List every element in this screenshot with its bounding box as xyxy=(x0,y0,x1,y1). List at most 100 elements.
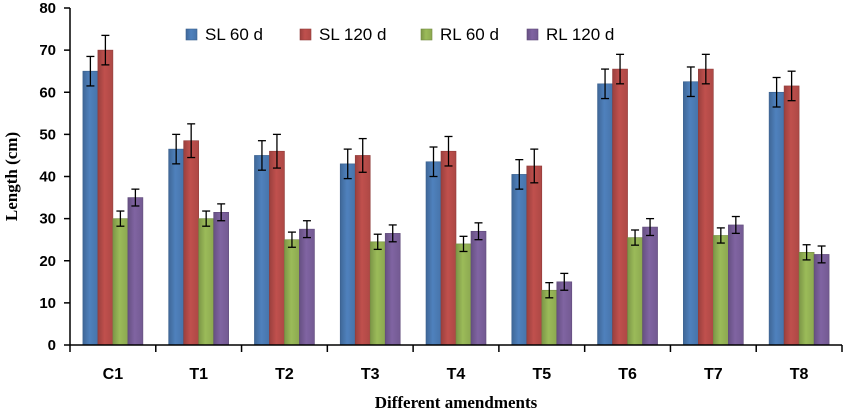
x-tick-label: T4 xyxy=(447,366,466,383)
bars-layer xyxy=(82,49,830,346)
bar-t7-rl-120-d xyxy=(728,224,744,346)
error-bar xyxy=(86,55,95,87)
y-tick-label: 50 xyxy=(39,126,56,143)
error-bar xyxy=(686,66,695,98)
bar-t4-rl-120-d xyxy=(470,230,487,346)
error-bar xyxy=(731,215,740,235)
x-ticks: C1 T1 T2 T3 T4 T5 T6 T7 T8 xyxy=(69,345,843,383)
x-tick-label: T7 xyxy=(704,366,723,383)
bar-t6-rl-60-d xyxy=(627,237,643,346)
error-bar xyxy=(343,148,352,180)
error-bar xyxy=(817,245,826,264)
error-bar xyxy=(101,34,110,66)
error-bar xyxy=(646,217,655,237)
bar-t1-rl-120-d xyxy=(213,212,229,346)
error-bar xyxy=(474,222,483,241)
bar-t1-rl-60-d xyxy=(198,218,214,346)
error-bar xyxy=(373,233,382,251)
error-bar xyxy=(530,148,539,184)
bar-c1-rl-60-d xyxy=(112,218,129,346)
error-bar xyxy=(444,135,453,167)
x-tick-label: C1 xyxy=(103,366,124,383)
legend-label: RL 120 d xyxy=(546,25,614,44)
x-tick-label: T5 xyxy=(532,366,551,383)
y-ticks: 0 10 20 30 40 50 60 70 80 xyxy=(39,0,70,354)
legend-item: RL 60 d xyxy=(420,25,499,44)
bar-t3-sl-120-d xyxy=(354,155,371,346)
error-bars-layer xyxy=(86,34,826,299)
bar-t8-rl-60-d xyxy=(798,252,815,346)
y-tick-label: 70 xyxy=(39,42,56,59)
x-tick-label: T8 xyxy=(790,366,809,383)
x-tick-label: T1 xyxy=(189,366,208,383)
x-tick-label: T6 xyxy=(618,366,637,383)
error-bar xyxy=(701,53,710,85)
bar-t5-sl-120-d xyxy=(526,165,543,346)
error-bar xyxy=(202,210,211,227)
bar-t2-rl-120-d xyxy=(299,228,315,346)
y-tick-label: 20 xyxy=(39,253,56,270)
legend-label: SL 60 d xyxy=(205,25,263,44)
bar-t4-rl-60-d xyxy=(455,243,472,346)
error-bar xyxy=(787,70,796,102)
bar-c1-sl-120-d xyxy=(97,49,114,346)
y-axis-title: Length (cm) xyxy=(2,132,21,221)
bar-t2-sl-120-d xyxy=(269,150,285,346)
error-bar xyxy=(429,146,438,178)
error-bar xyxy=(560,272,569,291)
error-bar xyxy=(172,133,181,165)
y-tick-label: 10 xyxy=(39,295,56,312)
error-bar xyxy=(302,220,311,239)
legend-item: RL 120 d xyxy=(526,25,614,44)
bar-t5-sl-60-d xyxy=(511,174,528,346)
x-axis-title: Different amendments xyxy=(375,393,538,412)
bar-t2-rl-60-d xyxy=(284,239,300,346)
error-bar xyxy=(802,244,811,261)
error-bar xyxy=(116,210,125,227)
legend-swatch xyxy=(299,28,312,41)
error-bar xyxy=(272,133,281,169)
y-tick-label: 60 xyxy=(39,84,56,101)
legend-swatch xyxy=(185,28,198,41)
bar-t3-rl-120-d xyxy=(384,233,401,346)
legend-item: SL 120 d xyxy=(299,25,386,44)
bar-t1-sl-120-d xyxy=(183,140,199,346)
bar-t8-sl-120-d xyxy=(783,85,800,346)
y-tick-label: 0 xyxy=(48,337,56,354)
error-bar xyxy=(601,68,610,100)
error-bar xyxy=(545,282,554,299)
error-bar xyxy=(287,231,296,248)
bar-c1-sl-60-d xyxy=(82,70,99,346)
error-bar xyxy=(716,227,725,244)
bar-t7-sl-120-d xyxy=(698,68,714,346)
legend-item: SL 60 d xyxy=(185,25,263,44)
bar-t6-sl-60-d xyxy=(597,83,613,346)
y-tick-label: 30 xyxy=(39,211,56,228)
bar-t1-sl-60-d xyxy=(168,148,184,346)
legend-label: RL 60 d xyxy=(440,25,499,44)
bar-t4-sl-60-d xyxy=(425,161,442,346)
error-bar xyxy=(187,123,196,159)
legend: SL 60 d SL 120 d RL 60 d RL 120 d xyxy=(185,25,614,44)
y-tick-label: 80 xyxy=(39,0,56,17)
bar-t6-sl-120-d xyxy=(612,68,628,346)
legend-swatch xyxy=(526,28,539,41)
x-tick-label: T2 xyxy=(275,366,294,383)
bar-t3-sl-60-d xyxy=(339,163,356,346)
bar-t4-sl-120-d xyxy=(440,150,457,346)
error-bar xyxy=(631,229,640,246)
x-tick-label: T3 xyxy=(361,366,380,383)
bar-t3-rl-60-d xyxy=(369,241,386,346)
bar-t2-sl-60-d xyxy=(254,155,270,346)
error-bar xyxy=(772,76,781,108)
bar-t8-sl-60-d xyxy=(768,91,785,346)
legend-label: SL 120 d xyxy=(319,25,386,44)
error-bar xyxy=(616,53,625,85)
bar-t8-rl-120-d xyxy=(813,254,830,346)
error-bar xyxy=(358,137,367,173)
bar-t7-sl-60-d xyxy=(683,81,699,346)
bar-t5-rl-120-d xyxy=(556,281,573,346)
bar-c1-rl-120-d xyxy=(127,197,144,346)
error-bar xyxy=(459,235,468,253)
